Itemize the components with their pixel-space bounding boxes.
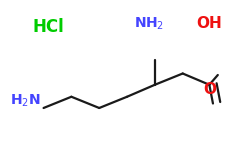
Text: OH: OH [197,16,222,32]
Text: O: O [203,82,216,98]
Text: HCl: HCl [32,18,64,36]
Text: H$_2$N: H$_2$N [10,92,41,109]
Text: NH$_2$: NH$_2$ [134,16,164,32]
